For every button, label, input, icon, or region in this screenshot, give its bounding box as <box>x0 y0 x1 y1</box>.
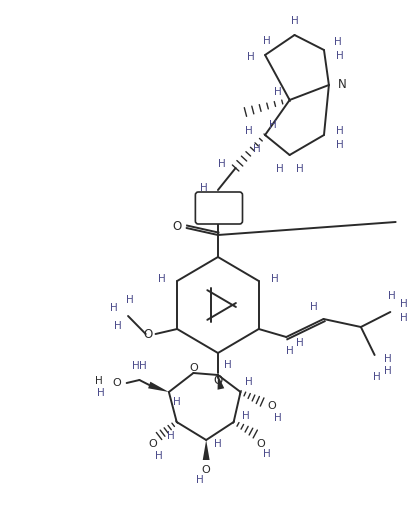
Text: H: H <box>173 397 181 407</box>
Text: H: H <box>295 164 303 174</box>
Text: H: H <box>158 274 165 284</box>
Text: H: H <box>224 360 232 370</box>
Text: H: H <box>200 183 208 193</box>
Text: O: O <box>267 401 276 411</box>
Text: H: H <box>155 451 163 461</box>
Text: O: O <box>189 363 198 373</box>
Text: H: H <box>214 439 222 449</box>
Text: Abs: Abs <box>208 202 230 216</box>
Text: O: O <box>143 328 152 341</box>
Text: H: H <box>131 361 139 371</box>
Text: H: H <box>336 140 344 150</box>
Polygon shape <box>148 382 169 392</box>
Text: H: H <box>310 302 317 312</box>
Text: H: H <box>114 321 122 331</box>
Text: H: H <box>336 51 344 61</box>
Text: H: H <box>385 354 392 364</box>
Text: O: O <box>172 219 182 233</box>
Text: H: H <box>218 159 226 169</box>
Polygon shape <box>203 440 210 460</box>
Text: H: H <box>336 126 344 136</box>
Text: N: N <box>338 78 347 91</box>
Text: H: H <box>400 299 407 309</box>
Text: H: H <box>245 377 252 387</box>
Text: O: O <box>257 439 265 449</box>
Text: H: H <box>388 291 396 301</box>
Text: H: H <box>263 36 271 46</box>
Text: H: H <box>269 120 277 130</box>
Text: H: H <box>276 164 284 174</box>
Text: H: H <box>197 475 204 485</box>
Polygon shape <box>217 375 224 390</box>
Text: O: O <box>112 378 121 388</box>
Text: H: H <box>245 126 253 136</box>
Text: O: O <box>149 439 158 449</box>
Text: H: H <box>167 431 175 441</box>
Text: H: H <box>140 361 147 371</box>
Text: H: H <box>95 376 103 386</box>
Text: O: O <box>213 375 223 388</box>
Text: H: H <box>247 52 255 62</box>
FancyBboxPatch shape <box>195 192 243 224</box>
Text: H: H <box>274 413 282 423</box>
Text: H: H <box>296 338 304 348</box>
Text: H: H <box>385 366 392 376</box>
Text: H: H <box>97 388 105 398</box>
Text: H: H <box>263 449 271 459</box>
Text: H: H <box>242 411 249 421</box>
Text: H: H <box>286 346 294 356</box>
Text: H: H <box>253 144 261 154</box>
Text: H: H <box>126 295 134 305</box>
Text: H: H <box>274 87 282 97</box>
Text: H: H <box>291 16 298 26</box>
Text: H: H <box>400 313 407 323</box>
Text: H: H <box>271 274 278 284</box>
Text: H: H <box>334 37 341 47</box>
Text: H: H <box>110 303 118 313</box>
Text: O: O <box>202 465 210 475</box>
Text: H: H <box>373 372 381 382</box>
